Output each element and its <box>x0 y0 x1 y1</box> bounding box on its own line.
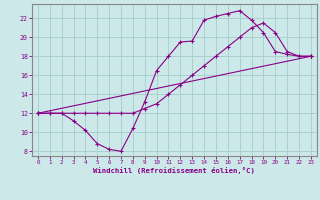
X-axis label: Windchill (Refroidissement éolien,°C): Windchill (Refroidissement éolien,°C) <box>93 167 255 174</box>
